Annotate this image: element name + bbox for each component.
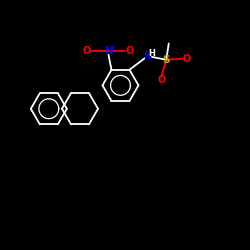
Text: N: N (144, 51, 152, 61)
Text: O: O (183, 54, 191, 64)
Text: O: O (157, 75, 165, 85)
Text: H: H (148, 48, 155, 58)
Text: O: O (82, 46, 90, 56)
Text: ⁻: ⁻ (88, 42, 92, 51)
Text: O: O (125, 46, 133, 56)
Text: +: + (110, 42, 116, 51)
Text: N: N (105, 46, 114, 56)
Text: S: S (162, 55, 170, 65)
